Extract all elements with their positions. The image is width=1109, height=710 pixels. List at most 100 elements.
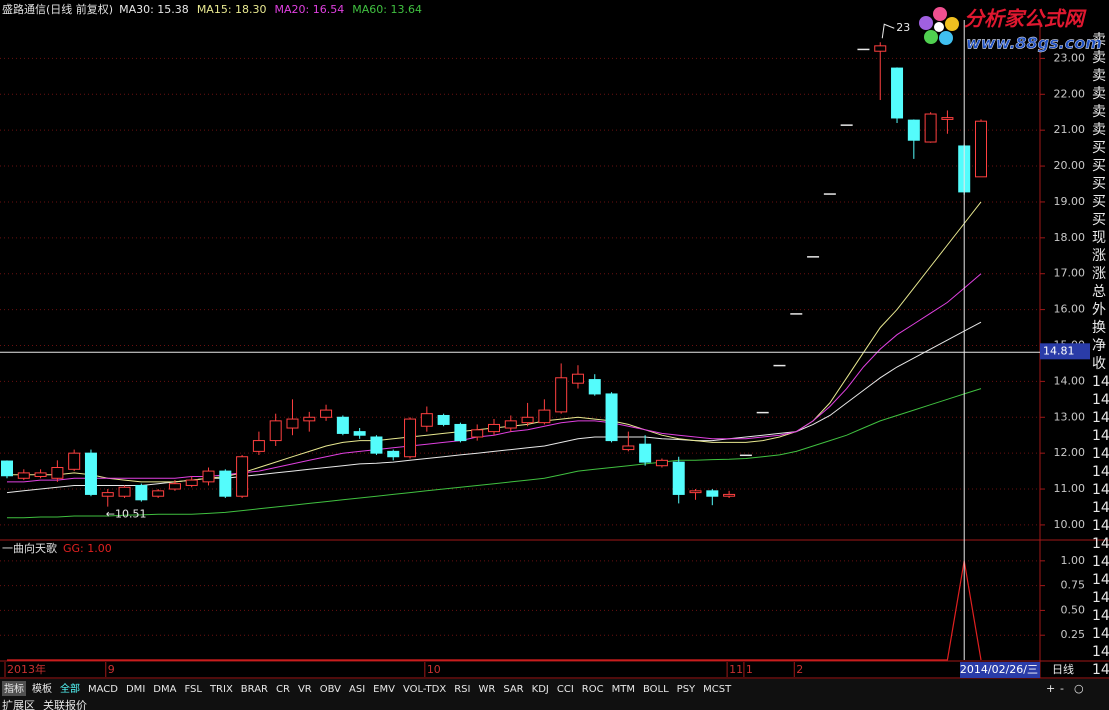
tab-label: EMV (373, 684, 395, 695)
x-tick-label: 1 (746, 663, 753, 676)
ma-line (6, 321, 982, 494)
candle-body (17, 472, 30, 479)
side-panel-text: 卖 (1092, 68, 1106, 84)
tab-label: VOL-TDX (403, 684, 446, 695)
indicator-tab[interactable]: MCST (701, 681, 733, 696)
logo: 分析家公式网 www.88gs.com (919, 7, 1102, 53)
tab-background (2, 681, 26, 696)
indicator-tab[interactable]: SAR (501, 681, 525, 696)
period-label: 日线 (1052, 662, 1074, 676)
y-tick-label: 1.00 (1061, 554, 1086, 567)
tab-label: WR (478, 684, 495, 695)
candle-body (51, 467, 64, 479)
side-panel-text: 外 (1092, 302, 1106, 318)
side-panel-text: 14 (1092, 536, 1109, 552)
side-panel-text: 买 (1092, 194, 1106, 210)
candle-body (303, 416, 316, 422)
toolbar-button[interactable]: ○ (1074, 682, 1084, 695)
indicator-tab[interactable]: ROC (580, 681, 606, 696)
indicator-tab[interactable]: MACD (86, 681, 120, 696)
indicator-tab[interactable]: FSL (182, 681, 204, 696)
candle-body (706, 490, 719, 497)
bottom-tab[interactable]: 关联报价 (43, 698, 87, 710)
side-panel-text: 14 (1092, 374, 1109, 390)
date-cursor-label: 2014/02/26/三 (960, 663, 1038, 676)
indicator-tab[interactable]: DMA (151, 681, 178, 696)
candle-body (521, 416, 534, 424)
y-tick-label: 19.00 (1054, 195, 1086, 208)
y-tick-label: 13.00 (1054, 410, 1086, 423)
tab-label: RSI (454, 684, 470, 695)
indicator-tab[interactable]: WR (476, 681, 497, 696)
tab-label: ASI (349, 684, 365, 695)
candle-body (420, 413, 433, 427)
candle-body (588, 379, 601, 395)
tab-label: 模板 (32, 682, 52, 695)
toolbar-button[interactable]: + (1046, 682, 1055, 695)
candle-body (723, 493, 736, 497)
indicator-tab[interactable]: VR (296, 681, 314, 696)
side-panel-text: 净 (1092, 338, 1106, 354)
y-tick-label: 16.00 (1054, 303, 1086, 316)
indicator-tab[interactable]: ASI (347, 681, 367, 696)
candle-body (891, 67, 904, 119)
y-tick-label: 12.00 (1054, 446, 1086, 459)
legend-entry: MA20: 16.54 (275, 3, 345, 16)
indicator-tab[interactable]: KDJ (530, 681, 551, 696)
side-panel-text: 14 (1092, 590, 1109, 606)
side-panel-text: 14 (1092, 608, 1109, 624)
indicator-tab[interactable]: DMI (124, 681, 147, 696)
candle-body (488, 423, 500, 433)
indicator-tab[interactable]: CCI (555, 681, 576, 696)
indicator-tab[interactable]: BOLL (641, 681, 671, 696)
indicator-tab[interactable]: CR (274, 681, 292, 696)
candle-body (269, 420, 282, 442)
indicator-tab[interactable]: OBV (318, 681, 343, 696)
side-panel-text: 现 (1092, 230, 1106, 246)
candle-body (252, 440, 265, 452)
tab-label: CCI (557, 684, 574, 695)
logo-url: www.88gs.com (966, 34, 1102, 53)
date-cursor-box (960, 662, 1040, 678)
legend-entry: MA60: 13.64 (352, 3, 422, 16)
indicator-line (7, 560, 982, 661)
indicator-tab[interactable]: 模板 (30, 681, 54, 696)
logo-petal (924, 30, 938, 44)
indicator-tab[interactable]: TRIX (208, 681, 235, 696)
indicator-tab[interactable]: 指标 (2, 681, 26, 696)
indicator-tab[interactable]: VOL-TDX (401, 681, 448, 696)
tab-label: ROC (582, 684, 604, 695)
indicator-tab[interactable]: MTM (610, 681, 637, 696)
indicator-tab[interactable]: EMV (371, 681, 397, 696)
y-tick-label: 10.00 (1054, 518, 1086, 531)
candle-body (504, 420, 517, 429)
candle-body (135, 484, 148, 501)
candle-body (655, 459, 668, 467)
side-panel-text: 14 (1092, 554, 1109, 570)
indicator-tab[interactable]: BRAR (239, 681, 270, 696)
side-panel-text: 卖 (1092, 104, 1106, 120)
indicator-tab[interactable]: 全部 (58, 681, 82, 696)
indicator-tab[interactable]: RSI (452, 681, 472, 696)
candle-body (571, 373, 584, 384)
x-tick-label: 10 (427, 663, 441, 676)
y-tick-label: 0.50 (1061, 603, 1086, 616)
tab-label: DMI (126, 684, 145, 695)
indicator-title: 一曲向天歌 (2, 541, 57, 555)
side-panel-text: 买 (1092, 176, 1106, 192)
indicator-tab[interactable]: PSY (675, 681, 698, 696)
side-panel-text: 卖 (1092, 122, 1106, 138)
candle-body (168, 483, 181, 490)
candle-body (874, 45, 887, 52)
candle-body (689, 490, 702, 494)
toolbar-button[interactable]: - (1060, 682, 1064, 695)
side-panel-text: 14 (1092, 482, 1109, 498)
y-tick-label: 22.00 (1054, 87, 1086, 100)
high-pointer (881, 23, 895, 39)
bottom-tab[interactable]: 扩展区 (2, 698, 35, 710)
candle-body (236, 456, 249, 497)
side-panel-text: 换 (1092, 319, 1106, 336)
x-tick-label: 2013年 (7, 662, 46, 676)
